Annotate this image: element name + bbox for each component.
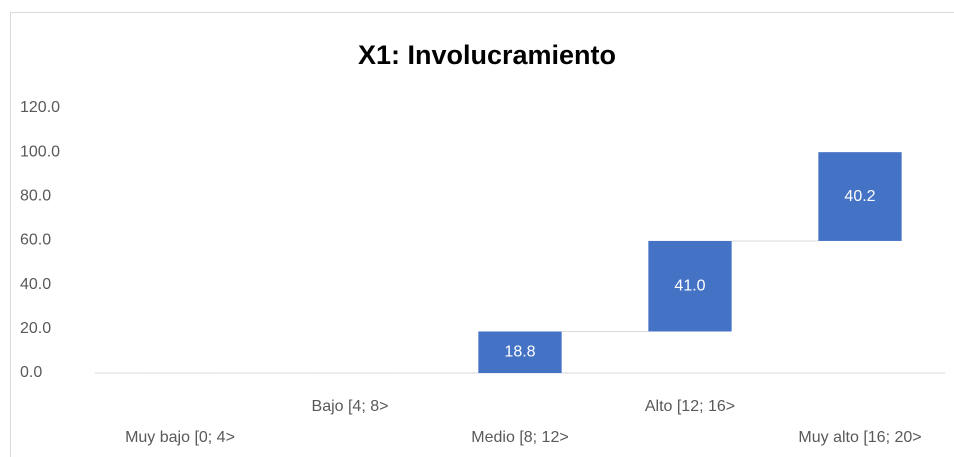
y-tick-label: 60.0 [20,232,51,249]
x-tick-label: Bajo [4; 8> [312,398,389,415]
y-tick-label: 40.0 [20,276,51,293]
x-tick-label: Muy bajo [0; 4> [125,429,235,446]
data-label: 40.2 [844,188,875,205]
data-label: 41.0 [674,277,705,294]
x-tick-label: Muy alto [16; 20> [798,429,921,446]
y-tick-label: 0.0 [20,364,42,381]
bar [648,240,732,332]
y-tick-label: 120.0 [20,99,60,116]
y-tick-label: 100.0 [20,143,60,160]
x-tick-label: Alto [12; 16> [645,398,735,415]
y-tick-label: 20.0 [20,320,51,337]
chart-frame [10,12,954,457]
data-label: 18.8 [504,343,535,360]
y-tick-label: 80.0 [20,188,51,205]
chart-title: X1: Involucramiento [358,40,616,70]
x-tick-label: Medio [8; 12> [471,429,568,446]
bar [818,152,902,241]
bar [478,331,562,373]
